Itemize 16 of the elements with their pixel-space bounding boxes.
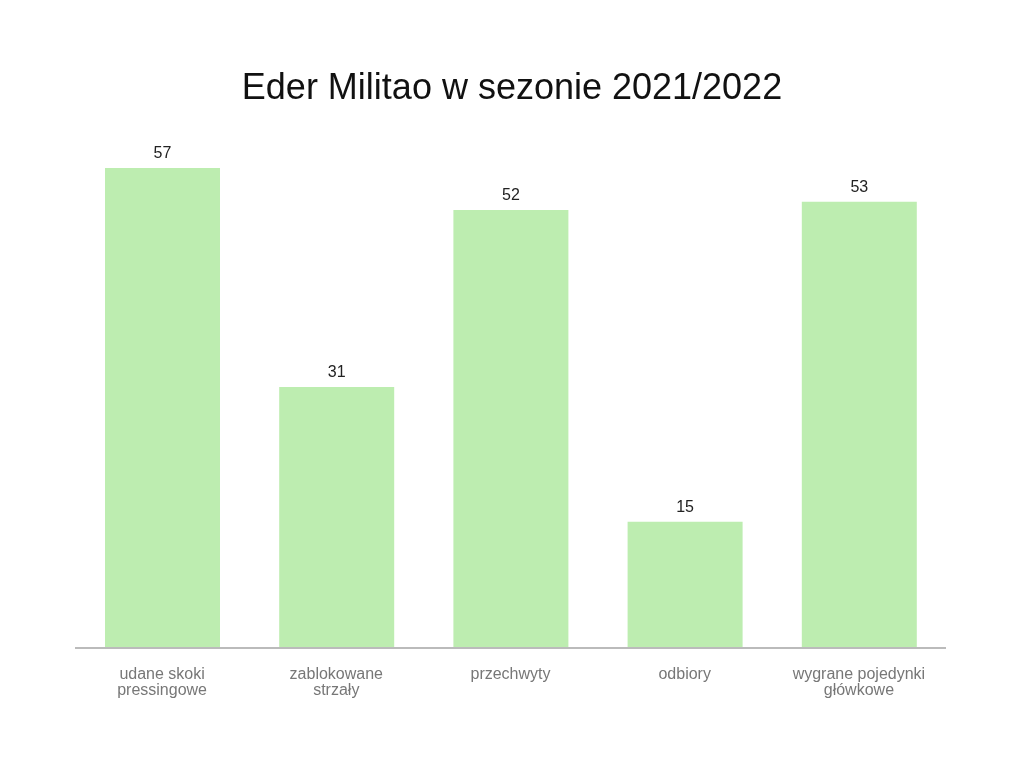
x-tick-label: zablokowane strzały — [289, 665, 384, 699]
x-tick-label: odbiory — [658, 665, 711, 683]
x-tick-label: przechwyty — [470, 665, 551, 683]
data-label: 31 — [327, 362, 346, 380]
x-tick-label: udane skoki pressingowe — [117, 665, 208, 699]
chart-title: Eder Militao w sezonie 2021/2022 — [240, 66, 784, 108]
data-label: 57 — [153, 144, 172, 161]
data-label: 53 — [850, 177, 869, 195]
data-label: 52 — [502, 186, 520, 204]
bar — [105, 168, 220, 648]
x-tick-label: wygrane pojedynki główkowe — [791, 665, 926, 699]
bar — [627, 521, 743, 648]
data-label: 15 — [676, 497, 695, 515]
bar — [453, 210, 569, 648]
bar — [801, 201, 917, 648]
bar — [279, 386, 395, 648]
